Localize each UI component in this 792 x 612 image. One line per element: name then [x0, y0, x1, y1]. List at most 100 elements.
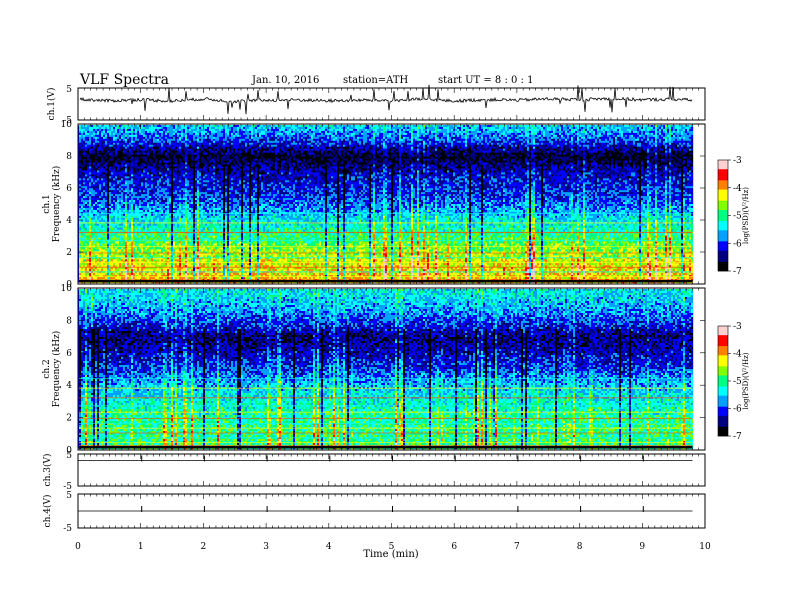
spectrogram-cell	[101, 147, 103, 149]
spectrogram-cell	[105, 249, 107, 251]
spectrogram-cell	[93, 244, 95, 246]
spectrogram-cell	[103, 149, 105, 151]
spectrogram-cell	[89, 141, 91, 143]
spectrogram-cell	[103, 186, 105, 188]
spectrogram-cell	[97, 151, 99, 153]
spectrogram-cell	[101, 228, 103, 230]
spectrogram-cell	[81, 149, 83, 151]
spectrogram-cell	[97, 226, 99, 228]
spectrogram-cell	[91, 198, 93, 200]
spectrogram-cell	[91, 182, 93, 184]
spectrogram-cell	[87, 269, 89, 271]
spectrogram-cell	[105, 210, 107, 212]
spectrogram-cell	[79, 216, 81, 218]
spectrogram-cell	[103, 273, 105, 275]
spectrogram-cell	[89, 157, 91, 159]
spectrogram-cell	[89, 145, 91, 147]
spectrogram-cell	[81, 190, 83, 192]
spectrogram-cell	[79, 230, 81, 232]
spectrogram-cell	[97, 200, 99, 202]
spectrogram-cell	[103, 131, 105, 133]
spectrogram-cell	[101, 174, 103, 176]
spectrogram-cell	[79, 137, 81, 139]
spectrogram-cell	[85, 180, 87, 182]
spectrogram-cell	[81, 242, 83, 244]
spectrogram-cell	[93, 178, 95, 180]
spectrogram-cell	[83, 133, 85, 135]
spectrogram-cell	[99, 168, 101, 170]
spectrogram-cell	[79, 190, 81, 192]
spectrogram-cell	[97, 198, 99, 200]
spectrogram-cell	[95, 186, 97, 188]
spectrogram-cell	[81, 127, 83, 129]
spectrogram-cell	[105, 226, 107, 228]
spectrogram-cell	[95, 153, 97, 155]
spectrogram-cell	[91, 196, 93, 198]
spectrogram-cell	[83, 247, 85, 249]
spectrogram-cell	[93, 182, 95, 184]
spectrogram-cell	[81, 176, 83, 178]
spectrogram-cell	[93, 131, 95, 133]
spectrogram-cell	[95, 204, 97, 206]
spectrogram-cell	[87, 224, 89, 226]
spectrogram-cell	[99, 226, 101, 228]
spectrogram-cell	[97, 242, 99, 244]
date-label: Jan. 10, 2016	[251, 75, 319, 86]
spectrogram-cell	[97, 194, 99, 196]
spectrogram-cell	[89, 176, 91, 178]
spectrogram-cell	[105, 159, 107, 161]
spectrogram-cell	[101, 259, 103, 261]
spectrogram-cell	[87, 141, 89, 143]
spectrogram-cell	[79, 174, 81, 176]
spectrogram-cell	[93, 170, 95, 172]
spectrogram-cell	[105, 151, 107, 153]
spectrogram-cell	[103, 210, 105, 212]
spectrogram-cell	[89, 153, 91, 155]
spectrogram-cell	[103, 218, 105, 220]
spectrogram-cell	[87, 206, 89, 208]
spectrogram-cell	[99, 214, 101, 216]
spectrogram-cell	[103, 249, 105, 251]
spectrogram-cell	[101, 242, 103, 244]
spectrogram-cell	[89, 236, 91, 238]
spectrogram-cell	[93, 135, 95, 137]
spectrogram-cell	[95, 141, 97, 143]
spectrogram-cell	[93, 192, 95, 194]
spectrogram-cell	[103, 145, 105, 147]
spectrogram-cell	[91, 220, 93, 222]
spectrogram-cell	[79, 163, 81, 165]
spectrogram-cell	[97, 133, 99, 135]
spectrogram-cell	[93, 253, 95, 255]
spectrogram-cell	[83, 208, 85, 210]
spectrogram-cell	[103, 166, 105, 168]
spectrogram-cell	[89, 168, 91, 170]
spectrogram-cell	[79, 253, 81, 255]
spectrogram-cell	[87, 202, 89, 204]
spectrogram-cell	[87, 196, 89, 198]
spectrogram-cell	[83, 244, 85, 246]
spectrogram-cell	[83, 172, 85, 174]
spectrogram-cell	[91, 176, 93, 178]
spectrogram-cell	[103, 202, 105, 204]
spectrogram-cell	[97, 139, 99, 141]
spectrogram-cell	[89, 182, 91, 184]
spectrogram-cell	[81, 133, 83, 135]
spectrogram-cell	[99, 253, 101, 255]
spectrogram-cell	[83, 242, 85, 244]
spectrogram-cell	[93, 184, 95, 186]
spectrogram-cell	[101, 198, 103, 200]
spectrogram-cell	[103, 242, 105, 244]
spectrogram-cell	[101, 226, 103, 228]
spectrogram-cell	[87, 155, 89, 157]
spectrogram-cell	[93, 163, 95, 165]
spectrogram-cell	[97, 188, 99, 190]
spectrogram-cell	[91, 234, 93, 236]
spectrogram-cell	[101, 180, 103, 182]
spectrogram-cell	[91, 249, 93, 251]
spectrogram-cell	[105, 216, 107, 218]
spectrogram-cell	[105, 137, 107, 139]
spectrogram-cell	[89, 204, 91, 206]
spectrogram-cell	[89, 206, 91, 208]
spectrogram-cell	[95, 143, 97, 145]
spectrogram-cell	[101, 149, 103, 151]
